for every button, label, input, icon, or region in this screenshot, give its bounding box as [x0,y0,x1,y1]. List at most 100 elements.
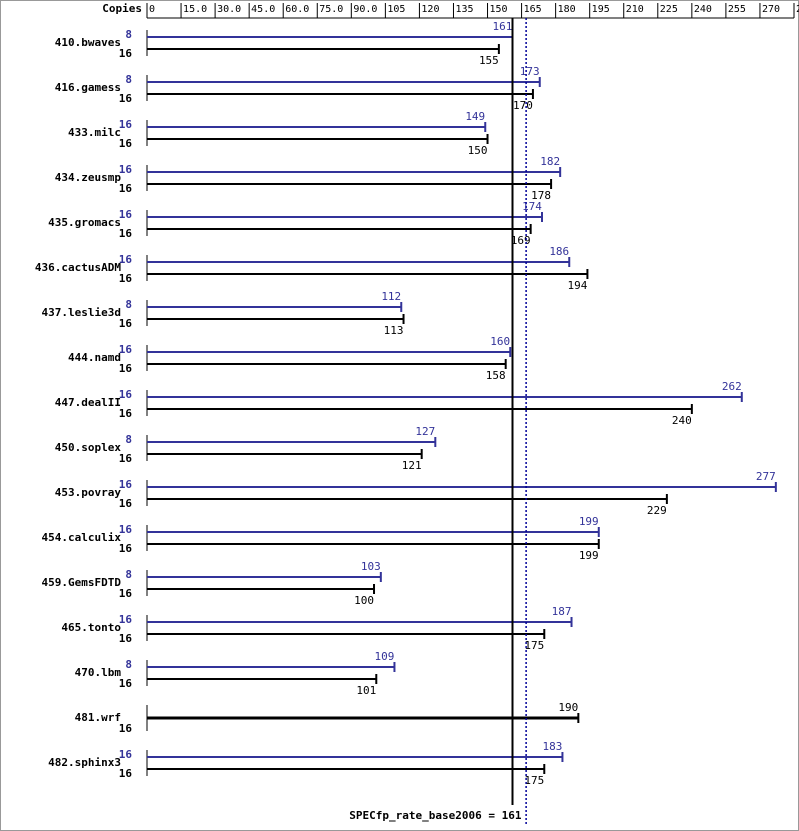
copies-label: 16 [119,272,133,285]
benchmark-name: 450.soplex [55,441,122,454]
value-label: 121 [402,459,422,472]
benchmark-name: 416.gamess [55,81,121,94]
x-tick-label: 15.0 [183,4,207,15]
benchmark-name: 453.povray [55,486,122,499]
copies-label: 16 [119,182,133,195]
x-tick-label: 60.0 [285,4,309,15]
value-label: 103 [361,560,381,573]
copies-label: 8 [125,568,132,581]
copies-label: 16 [119,748,133,761]
benchmark-name: 459.GemsFDTD [42,576,122,589]
value-label: 229 [647,504,667,517]
copies-label: 16 [119,47,133,60]
value-label: 101 [356,684,376,697]
copies-label: 16 [119,497,133,510]
copies-label: 16 [119,317,133,330]
x-tick-label: 270 [762,4,780,15]
copies-label: 16 [119,767,133,780]
value-label: 190 [558,701,578,714]
copies-label: 16 [119,542,133,555]
x-tick-label: 225 [660,4,678,15]
copies-label: 16 [119,137,133,150]
copies-label: 16 [119,722,133,735]
x-tick-label: 255 [728,4,746,15]
value-label: 187 [552,605,572,618]
x-tick-label: 180 [558,4,576,15]
copies-label: 8 [125,433,132,446]
x-tick-label: 135 [455,4,473,15]
value-label: 199 [579,549,599,562]
x-tick-label: 105 [387,4,405,15]
copies-label: 16 [119,208,133,221]
x-tick-label: 75.0 [319,4,343,15]
value-label: 186 [549,245,569,258]
value-label: 199 [579,515,599,528]
benchmark-name: 436.cactusADM [35,261,121,274]
value-label: 160 [490,335,510,348]
reference-label: SPECfp_rate_base2006 = 161 [349,809,522,822]
copies-label: 16 [119,677,133,690]
value-label: 178 [531,189,551,202]
value-label: 161 [493,20,513,33]
value-label: 109 [375,650,395,663]
copies-label: 8 [125,28,132,41]
benchmark-name: 454.calculix [42,531,122,544]
copies-label: 16 [119,478,133,491]
benchmark-name: 465.tonto [61,621,121,634]
copies-label: 16 [119,163,133,176]
copies-header: Copies [102,2,142,15]
benchmark-name: 470.lbm [75,666,122,679]
value-label: 183 [543,740,563,753]
copies-label: 16 [119,452,133,465]
x-tick-label: 120 [421,4,439,15]
x-tick-label: 195 [592,4,610,15]
benchmark-name: 437.leslie3d [42,306,121,319]
copies-label: 16 [119,343,133,356]
copies-label: 16 [119,407,133,420]
benchmark-name: 481.wrf [75,711,121,724]
value-label: 170 [513,99,533,112]
value-label: 182 [540,155,560,168]
value-label: 127 [415,425,435,438]
value-label: 169 [511,234,531,247]
benchmark-name: 435.gromacs [48,216,121,229]
copies-label: 16 [119,632,133,645]
value-label: 262 [722,380,742,393]
x-tick-label: 150 [490,4,508,15]
x-tick-label: 165 [524,4,542,15]
benchmark-name: 433.milc [68,126,121,139]
value-label: 113 [384,324,404,337]
copies-label: 16 [119,92,133,105]
value-label: 150 [468,144,488,157]
value-label: 158 [486,369,506,382]
copies-label: 16 [119,118,133,131]
copies-label: 8 [125,658,132,671]
copies-label: 16 [119,388,133,401]
x-tick-label: 0 [149,4,155,15]
value-label: 174 [522,200,542,213]
copies-label: 16 [119,362,133,375]
benchmark-name: 434.zeusmp [55,171,122,184]
value-label: 112 [381,290,401,303]
copies-label: 16 [119,613,133,626]
copies-label: 8 [125,73,132,86]
x-tick-label: 30.0 [217,4,241,15]
copies-label: 8 [125,298,132,311]
benchmark-name: 410.bwaves [55,36,121,49]
benchmark-name: 444.namd [68,351,121,364]
value-label: 175 [524,639,544,652]
x-tick-label: 285 [796,4,799,15]
copies-label: 16 [119,587,133,600]
value-label: 175 [524,774,544,787]
benchmark-name: 447.dealII [55,396,121,409]
x-tick-label: 240 [694,4,712,15]
copies-label: 16 [119,523,133,536]
value-label: 240 [672,414,692,427]
x-tick-label: 90.0 [353,4,377,15]
x-tick-label: 210 [626,4,644,15]
x-tick-label: 45.0 [251,4,275,15]
benchmark-name: 482.sphinx3 [48,756,121,769]
value-label: 100 [354,594,374,607]
